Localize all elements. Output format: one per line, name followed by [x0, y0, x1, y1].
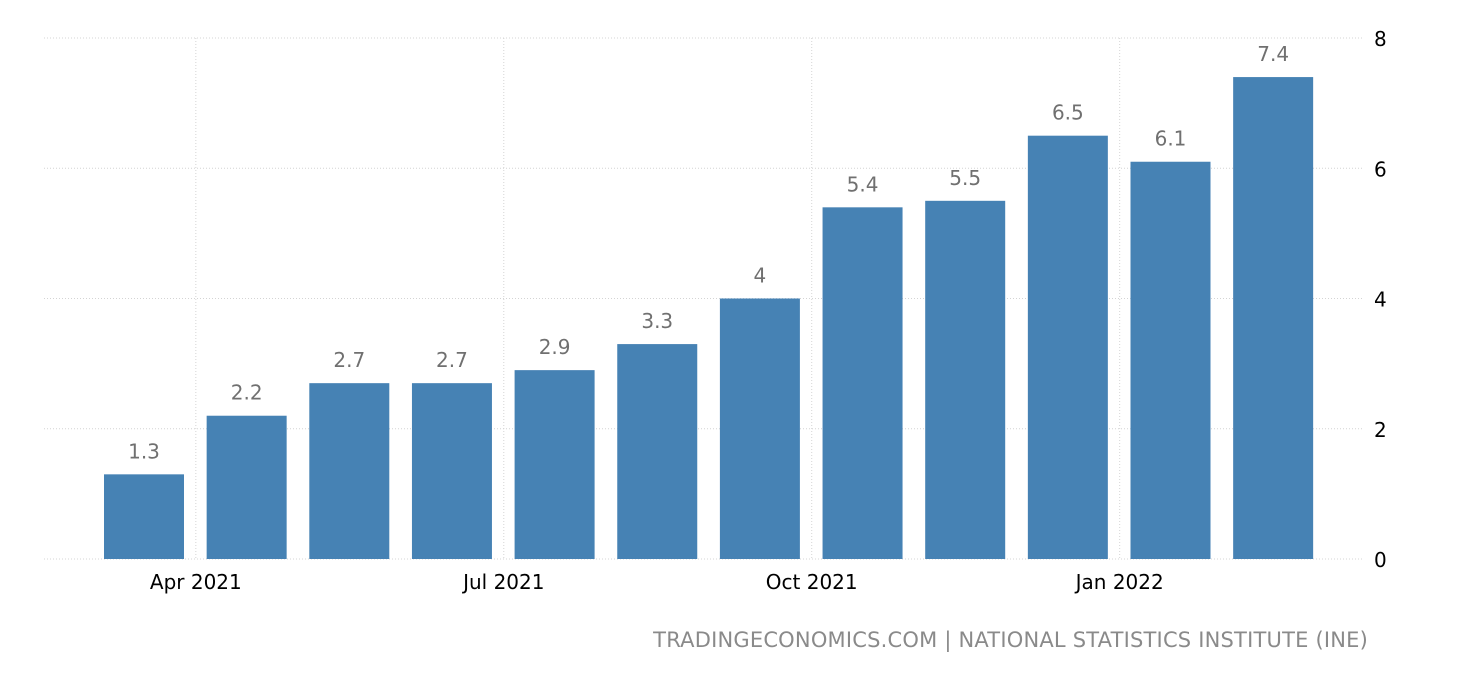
bar [1233, 77, 1314, 559]
x-tick-label: Oct 2021 [766, 570, 858, 594]
bar [411, 383, 492, 559]
y-axis: 0 2 4 6 8 [1374, 27, 1387, 572]
y-tick-label: 8 [1374, 27, 1387, 51]
bar-value-label: 2.7 [333, 348, 365, 372]
bar [1130, 161, 1211, 560]
x-axis: Apr 2021 Jul 2021 Oct 2021 Jan 2022 [150, 570, 1164, 594]
bar-value-label: 5.4 [847, 172, 879, 196]
x-tick-label: Jul 2021 [461, 570, 544, 594]
y-tick-label: 0 [1374, 548, 1387, 572]
bar [925, 200, 1006, 559]
bar [719, 298, 800, 559]
y-tick-label: 4 [1374, 288, 1387, 312]
bar-value-label: 6.5 [1052, 101, 1084, 125]
bar-value-label: 2.7 [436, 348, 468, 372]
bar-value-label: 2.9 [539, 335, 571, 359]
data-labels: 1.3 2.2 2.7 2.7 2.9 3.3 4 5.4 5.5 6.5 6.1 7.4 [128, 42, 1289, 463]
bar-value-label: 1.3 [128, 439, 160, 463]
bar [309, 383, 390, 559]
bar-value-label: 2.2 [231, 381, 263, 405]
bar [1027, 135, 1108, 559]
x-tick-label: Jan 2022 [1074, 570, 1164, 594]
bar [104, 474, 184, 559]
source-credit: TRADINGECONOMICS.COM | NATIONAL STATISTI… [653, 628, 1368, 652]
bars [104, 77, 1314, 560]
bar-value-label: 7.4 [1257, 42, 1289, 66]
bar [617, 344, 698, 559]
y-tick-label: 2 [1374, 418, 1387, 442]
bar [206, 415, 287, 559]
y-tick-label: 6 [1374, 157, 1387, 181]
bar-value-label: 5.5 [949, 166, 981, 190]
bar-value-label: 4 [754, 264, 767, 288]
x-tick-label: Apr 2021 [150, 570, 242, 594]
bar-value-label: 6.1 [1155, 127, 1187, 151]
bar [514, 370, 595, 559]
bar-value-label: 3.3 [641, 309, 673, 333]
bar [822, 207, 903, 559]
